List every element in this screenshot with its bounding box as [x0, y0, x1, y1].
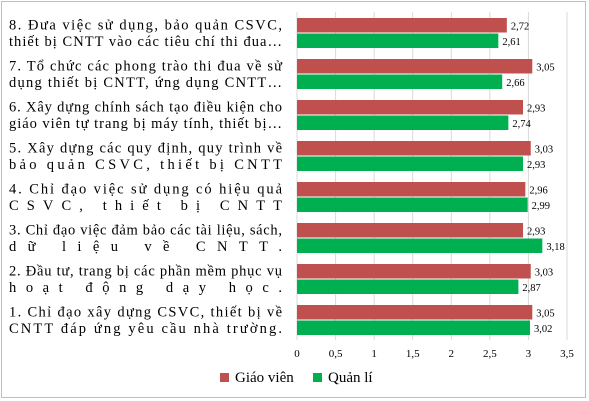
data-label: 3,18	[546, 242, 564, 253]
legend-label-giao-vien: Giáo viên	[235, 370, 294, 386]
data-label: 2,99	[532, 201, 550, 212]
data-label: 2,93	[527, 103, 545, 114]
x-tick-label: 2,5	[483, 348, 497, 360]
category-label: 8. Đưa việc sử dụng, bảo quản CSVC,	[9, 17, 282, 33]
bar-giao-vien	[297, 141, 531, 156]
category-label: dụng thiết bị CNTT, ứng dụng CNTT…	[9, 75, 282, 91]
category-label: thiết bị CNTT vào các tiêu chí thi đua…	[9, 34, 282, 50]
category-label: 7. Tổ chức các phong trào thi đua về sử	[9, 58, 283, 74]
category-label: bảo quản CSVC, thiết bị CNTT	[9, 157, 282, 173]
bar-giao-vien	[297, 100, 524, 115]
data-label: 2,87	[522, 283, 540, 294]
data-label: 2,93	[527, 160, 545, 171]
category-label: giáo viên tự trang bị máy tính, thiết bị…	[9, 116, 282, 132]
category-label: CSVC, thiết bị CNTT	[9, 198, 282, 214]
bar-quan-li	[297, 279, 519, 294]
category-label: 2. Đầu tư, trang bị các phần mềm phục vụ	[9, 263, 282, 279]
data-label: 3,03	[535, 144, 553, 155]
bar-quan-li	[297, 74, 503, 89]
category-label: 1. Chỉ đạo xây dựng CSVC, thiết bị về	[9, 304, 282, 320]
data-label: 3,05	[536, 308, 554, 319]
legend-swatch-giao-vien	[220, 373, 229, 382]
x-tick-label: 2	[449, 348, 455, 360]
data-label: 3,02	[534, 324, 552, 335]
bar-giao-vien	[297, 59, 533, 74]
data-label: 2,74	[512, 119, 531, 130]
category-label: 6. Xây dựng chính sách tạo điều kiện cho	[9, 99, 282, 115]
bar-quan-li	[297, 238, 543, 253]
data-label: 3,03	[535, 267, 553, 278]
x-tick-label: 1,5	[406, 348, 420, 360]
data-label: 3,05	[536, 62, 554, 73]
category-label: 3. Chỉ đạo việc đảm bảo các tài liệu, sá…	[9, 222, 282, 238]
x-tick-label: 1	[371, 348, 377, 360]
data-label: 2,72	[511, 21, 529, 32]
category-label: CNTT đáp ứng yêu cầu nhà trường.	[9, 321, 282, 337]
bar-giao-vien	[297, 305, 533, 320]
bar-quan-li	[297, 320, 530, 335]
category-label: 4. Chỉ đạo việc sử dụng có hiệu quả	[9, 181, 283, 197]
bar-giao-vien	[297, 223, 524, 238]
bar-quan-li	[297, 156, 524, 171]
bar-giao-vien	[297, 182, 526, 197]
x-tick-label: 0	[294, 348, 300, 360]
category-label: dữ liệu về CNTT.	[9, 239, 282, 255]
category-label: hoạt động dạy học.	[9, 280, 282, 296]
data-label: 2,96	[529, 185, 547, 196]
bar-quan-li	[297, 115, 509, 130]
data-label: 2,61	[502, 37, 520, 48]
bar-giao-vien	[297, 264, 531, 279]
bar-quan-li	[297, 33, 499, 48]
category-label: 5. Xây dựng các quy định, quy trình về	[9, 140, 282, 156]
data-label: 2,93	[527, 226, 545, 237]
legend-label-quan-li: Quản lí	[328, 370, 373, 386]
x-tick-label: 3,5	[560, 348, 574, 360]
bar-quan-li	[297, 197, 528, 212]
data-label: 2,66	[506, 78, 524, 89]
x-tick-label: 0,5	[329, 348, 343, 360]
legend-swatch-quan-li	[313, 373, 322, 382]
bar-giao-vien	[297, 18, 507, 33]
x-tick-label: 3	[526, 348, 532, 360]
